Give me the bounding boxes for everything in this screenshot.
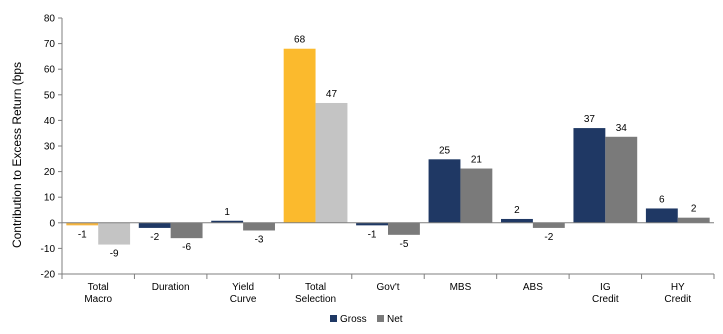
category-label: Duration: [152, 282, 190, 293]
y-tick-label: 80: [44, 14, 56, 25]
value-labels: -1 -9 -2 -6 1 -3 68 47 -1 -5 25 21 2 -2 37 34 6 2: [78, 35, 697, 260]
y-tick-label: -10: [41, 244, 56, 255]
value-label-net: 2: [691, 204, 697, 215]
bar-net: [315, 102, 348, 223]
bar-gross: [501, 218, 533, 223]
bar-net: [388, 222, 420, 235]
y-axis-ticks: -20 -10 0 10 20 30 40 50 60 70 80: [41, 14, 62, 281]
y-axis-title: Contribution to Excess Return (bps: [10, 62, 24, 248]
value-label-net: 34: [616, 123, 628, 134]
category-label: Gov't: [376, 282, 399, 293]
value-label-gross: -2: [150, 232, 159, 243]
value-label-gross: 6: [659, 194, 665, 205]
bar-net: [605, 136, 638, 223]
value-label-net: 21: [471, 155, 483, 166]
bar-net: [170, 222, 203, 239]
bar-net: [460, 168, 493, 223]
bar-net: [98, 222, 131, 245]
value-label-net: -5: [399, 239, 408, 250]
value-label-net: -9: [110, 249, 119, 260]
bar-gross: [66, 222, 99, 226]
category-label: Yield Curve: [230, 282, 257, 305]
legend-label-net: Net: [387, 314, 403, 325]
value-label-net: 47: [326, 89, 338, 100]
bar-net: [677, 217, 710, 223]
bar-net: [243, 222, 275, 231]
value-label-gross: 68: [294, 35, 306, 46]
bar-gross: [356, 222, 388, 226]
y-tick-label: 30: [44, 142, 56, 153]
legend-label-gross: Gross: [340, 314, 367, 325]
value-label-net: -3: [255, 234, 264, 245]
bar-gross: [428, 159, 461, 223]
value-label-gross: -1: [78, 229, 87, 240]
legend-swatch-net: [377, 315, 384, 322]
axes: [61, 18, 715, 279]
category-label: Total Selection: [295, 282, 336, 305]
legend: Gross Net: [330, 314, 403, 325]
y-tick-label: 70: [44, 39, 56, 50]
y-tick-label: 0: [49, 218, 55, 229]
y-tick-label: 50: [44, 90, 56, 101]
bars: [66, 48, 710, 245]
category-label: Total Macro: [84, 282, 112, 305]
category-label: MBS: [450, 282, 472, 293]
value-label-gross: 1: [224, 207, 230, 218]
value-label-net: -6: [182, 242, 191, 253]
legend-swatch-gross: [330, 315, 337, 322]
category-label: IG Credit: [592, 282, 619, 305]
y-tick-label: 40: [44, 116, 56, 127]
category-label: ABS: [523, 282, 543, 293]
value-label-gross: 37: [584, 114, 596, 125]
category-label: HY Credit: [664, 282, 691, 305]
y-tick-label: 20: [44, 167, 56, 178]
value-label-gross: -1: [368, 229, 377, 240]
y-tick-label: -20: [41, 270, 56, 281]
bar-gross: [138, 222, 171, 228]
bar-gross: [283, 48, 316, 223]
bar-gross: [645, 208, 678, 223]
bar-net: [532, 222, 565, 228]
y-tick-label: 60: [44, 65, 56, 76]
value-label-gross: 25: [439, 145, 451, 156]
value-label-gross: 2: [514, 205, 520, 216]
value-label-net: -2: [544, 232, 553, 243]
category-labels: Total Macro Duration Yield Curve Total Selecti…: [84, 282, 691, 305]
y-tick-label: 10: [44, 193, 56, 204]
bar-gross: [211, 220, 244, 223]
bar-gross: [573, 128, 606, 223]
